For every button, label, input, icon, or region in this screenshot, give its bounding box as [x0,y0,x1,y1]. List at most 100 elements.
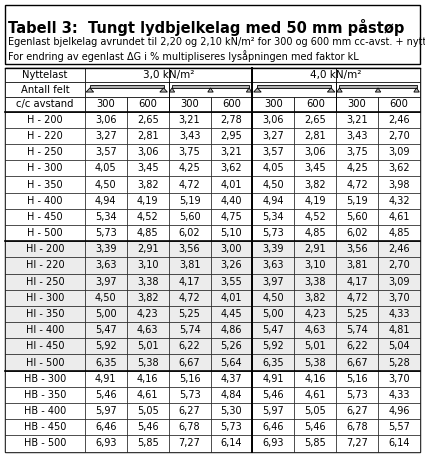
Text: 5,30: 5,30 [221,406,242,416]
Bar [5,112,85,128]
Text: 3,10: 3,10 [304,260,326,271]
Bar [127,419,169,436]
Bar [252,176,294,193]
Text: H - 450: H - 450 [27,212,63,222]
Text: 3,27: 3,27 [95,131,117,141]
Bar [127,306,169,322]
Bar [294,176,336,193]
Bar [252,97,294,112]
Text: 2,70: 2,70 [388,260,410,271]
Text: 6,35: 6,35 [95,357,116,367]
Text: Tabell 3:  Tungt lydbjelkelag med 50 mm påstøp: Tabell 3: Tungt lydbjelkelag med 50 mm p… [8,19,405,36]
Bar [378,241,420,257]
Bar [336,257,378,274]
Text: HI - 500: HI - 500 [26,357,64,367]
Bar [378,128,420,144]
Bar [169,436,210,452]
Text: 4,16: 4,16 [304,374,326,384]
Bar [294,209,336,225]
Text: HI - 220: HI - 220 [26,260,64,271]
Bar [169,241,210,257]
Bar [378,338,420,355]
Bar [169,338,210,355]
Text: 5,60: 5,60 [346,212,368,222]
Text: 4,25: 4,25 [178,164,201,173]
Bar [336,338,378,355]
Bar [210,176,252,193]
Bar [5,387,85,403]
Text: 300: 300 [348,100,366,109]
Bar [127,355,169,371]
Text: 6,02: 6,02 [346,228,368,238]
Bar [294,241,336,257]
Text: 300: 300 [264,100,283,109]
Bar [336,144,378,160]
Bar [169,290,210,306]
Bar [294,112,336,128]
Text: 6,35: 6,35 [263,357,284,367]
Text: 5,97: 5,97 [95,406,117,416]
Text: 2,46: 2,46 [388,115,410,125]
Bar [169,209,210,225]
Bar [336,387,378,403]
Text: H - 300: H - 300 [27,164,63,173]
Text: 4,40: 4,40 [221,196,242,206]
Bar [252,371,294,387]
Text: 4,85: 4,85 [304,228,326,238]
Text: 5,19: 5,19 [179,196,200,206]
Text: 4,85: 4,85 [137,228,159,238]
Text: 2,65: 2,65 [137,115,159,125]
Bar [210,97,252,112]
Text: 3,0 kN/m²: 3,0 kN/m² [143,70,194,80]
Bar [169,322,210,338]
Bar [336,241,378,257]
Text: 3,98: 3,98 [388,180,410,190]
Bar [294,225,336,241]
Bar [85,322,127,338]
Bar [127,144,169,160]
Text: H - 200: H - 200 [27,115,63,125]
Bar [336,176,378,193]
Bar [294,338,336,355]
Text: 5,01: 5,01 [137,341,159,351]
Text: 5,97: 5,97 [263,406,284,416]
Bar [336,403,378,419]
Text: 4,23: 4,23 [137,309,159,319]
Bar [85,306,127,322]
Text: 4,45: 4,45 [221,309,242,319]
Bar [252,436,294,452]
Text: HB - 300: HB - 300 [24,374,66,384]
Text: 4,0 kN/m²: 4,0 kN/m² [310,70,362,80]
Bar [336,97,378,112]
Bar [294,436,336,452]
Text: HB - 400: HB - 400 [24,406,66,416]
Text: 4,52: 4,52 [137,212,159,222]
Bar [210,144,252,160]
Bar [85,419,127,436]
Text: HB - 500: HB - 500 [24,438,66,448]
Bar [5,436,85,452]
Bar [127,322,169,338]
Text: HI - 400: HI - 400 [26,325,64,335]
Text: 5,74: 5,74 [346,325,368,335]
Text: 4,72: 4,72 [178,180,201,190]
Bar [85,290,127,306]
Text: 300: 300 [180,100,199,109]
Bar [5,403,85,419]
Bar [169,225,210,241]
Bar [85,176,127,193]
Bar [210,241,252,257]
Bar [127,290,169,306]
Bar [336,193,378,209]
Text: 5,10: 5,10 [221,228,242,238]
Text: 3,27: 3,27 [263,131,284,141]
Text: 4,37: 4,37 [221,374,242,384]
Bar [294,128,336,144]
Text: H - 350: H - 350 [27,180,63,190]
Text: 6,02: 6,02 [179,228,200,238]
Bar [85,241,127,257]
Text: 4,72: 4,72 [346,293,368,303]
Text: 4,05: 4,05 [95,164,116,173]
Text: 5,34: 5,34 [263,212,284,222]
Text: 3,38: 3,38 [137,276,159,287]
